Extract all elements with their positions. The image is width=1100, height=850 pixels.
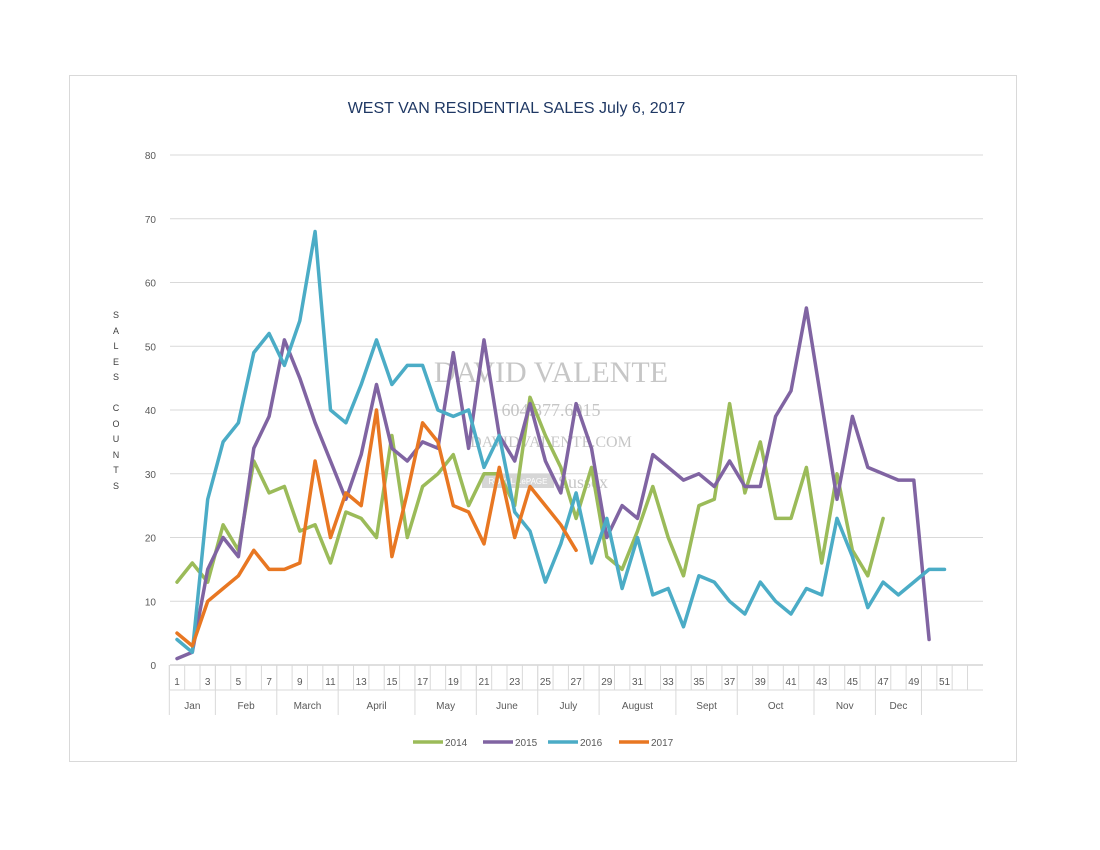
- month-label: March: [294, 701, 322, 712]
- y-label-letter: C: [112, 403, 120, 413]
- x-tick-label: 47: [878, 677, 890, 688]
- y-tick-label: 30: [145, 470, 157, 481]
- y-label-letter: U: [112, 434, 120, 444]
- series-lines: [175, 229, 947, 661]
- y-tick-label: 10: [145, 597, 157, 608]
- x-tick-label: 15: [386, 677, 398, 688]
- month-label: June: [496, 701, 518, 712]
- x-tick-label: 35: [693, 677, 705, 688]
- legend-label-2015: 2015: [515, 738, 538, 749]
- series-line-2017: [175, 408, 578, 648]
- series-line-2016: [175, 229, 947, 655]
- month-label: Oct: [768, 701, 784, 712]
- x-axis: 1 3 5 7 9 11 13 15 17 19 21 23 25 27 29 31 33 35 37 39 41 43 4…: [168, 665, 983, 715]
- x-tick-label: 13: [356, 677, 368, 688]
- legend-label-2016: 2016: [580, 738, 603, 749]
- y-label-letter: L: [113, 341, 119, 351]
- x-tick-label: 3: [205, 677, 211, 688]
- x-tick-label: 21: [478, 677, 490, 688]
- y-label-letter: N: [112, 449, 120, 460]
- watermark-phone: 604.377.6015: [502, 400, 601, 420]
- legend-label-2017: 2017: [651, 738, 674, 749]
- chart-frame: [69, 75, 1017, 762]
- y-tick-label: 0: [150, 661, 156, 672]
- y-tick-label: 20: [145, 534, 157, 545]
- series-line-2015: [175, 306, 931, 661]
- y-tick-label: 60: [145, 279, 157, 290]
- x-tick-label: 5: [236, 677, 242, 688]
- y-label-letter: A: [112, 325, 119, 336]
- x-tick-label: 33: [663, 677, 675, 688]
- x-tick-label: 9: [297, 677, 303, 688]
- y-label-letter: E: [112, 356, 119, 367]
- x-tick-label: 39: [755, 677, 767, 688]
- watermark-name: DAVID VALENTE: [434, 356, 668, 389]
- y-label-letter: S: [112, 372, 119, 382]
- x-tick-label: 17: [417, 677, 429, 688]
- legend: 2014 2015 2016 2017: [413, 738, 674, 749]
- x-tick-label: 45: [847, 677, 859, 688]
- x-tick-label: 43: [816, 677, 828, 688]
- x-tick-label: 11: [325, 677, 336, 688]
- x-tick-label: 51: [939, 677, 951, 688]
- y-label-letter: S: [112, 480, 119, 491]
- y-tick-label: 80: [145, 151, 157, 162]
- x-tick-label: 25: [540, 677, 552, 688]
- month-label: Feb: [237, 701, 255, 712]
- month-label: April: [367, 701, 387, 712]
- month-label: August: [622, 701, 653, 712]
- x-tick-label: 27: [571, 677, 583, 688]
- x-tick-label: 23: [509, 677, 521, 688]
- y-tick-label: 70: [145, 215, 157, 226]
- x-tick-label: 37: [724, 677, 736, 688]
- y-axis-ticks: 0 10 20 30 40 50 60 70 80: [145, 151, 157, 672]
- month-label: May: [436, 701, 455, 712]
- x-tick-label: 1: [174, 677, 180, 688]
- x-tick-label: 29: [601, 677, 613, 688]
- chart-title: WEST VAN RESIDENTIAL SALES July 6, 2017: [347, 100, 686, 117]
- x-tick-label: 31: [632, 677, 644, 688]
- x-tick-label: 49: [908, 677, 920, 688]
- y-tick-label: 40: [145, 406, 157, 417]
- y-label-letter: T: [113, 465, 119, 475]
- month-label: Sept: [696, 701, 717, 712]
- x-tick-label: 41: [785, 677, 797, 688]
- month-label: Nov: [836, 701, 854, 712]
- month-label: Jan: [184, 701, 200, 712]
- x-tick-label: 7: [266, 677, 272, 688]
- legend-label-2014: 2014: [445, 738, 468, 749]
- month-label: July: [560, 701, 578, 712]
- month-label: Dec: [890, 701, 908, 712]
- y-tick-label: 50: [145, 342, 157, 353]
- y-label-letter: S: [112, 310, 119, 320]
- x-tick-label: 19: [448, 677, 460, 688]
- y-label-letter: O: [112, 418, 120, 429]
